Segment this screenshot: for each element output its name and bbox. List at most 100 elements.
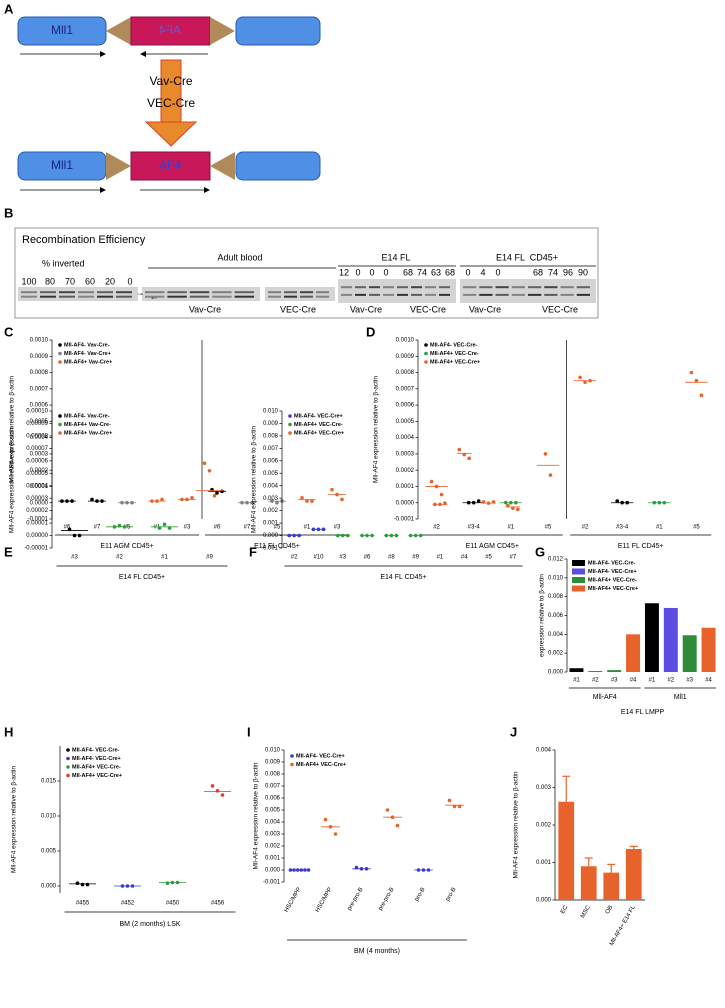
percent-label: 68 <box>445 267 455 277</box>
legend-swatch <box>572 568 585 575</box>
group-label: E11 FL CD45+ <box>618 543 664 550</box>
y-tick-label: 0.015 <box>41 779 57 785</box>
legend-marker <box>58 422 62 427</box>
x-tick-label: #1 <box>161 555 168 561</box>
data-point <box>583 380 587 385</box>
y-tick-label: -0.0001 <box>394 517 415 523</box>
x-tick-label: #3 <box>339 555 346 561</box>
x-tick-label: #9 <box>412 555 419 561</box>
data-point <box>699 393 704 398</box>
panel-label: A <box>4 1 14 16</box>
data-point <box>421 868 426 872</box>
y-axis-title: Mll-AF4 expression relative to β-actin <box>373 376 380 483</box>
y-tick-label: -0.0001 <box>28 517 49 523</box>
data-point <box>323 817 328 822</box>
gel-band <box>383 286 394 289</box>
legend-marker <box>58 414 62 418</box>
y-tick-label: 0.0006 <box>30 403 49 409</box>
x-tick-label: #5 <box>124 525 131 531</box>
gel-band <box>40 291 56 294</box>
y-tick-label: 0.00002 <box>26 508 48 514</box>
y-tick-label: 0.00007 <box>26 446 48 452</box>
data-point <box>130 884 135 888</box>
y-tick-label: 0.010 <box>548 575 564 581</box>
data-point <box>150 499 154 503</box>
panel-title: Recombination Efficiency <box>22 234 146 246</box>
data-point <box>416 868 421 872</box>
x-tick-label: #6 <box>214 525 221 531</box>
panel-label: I <box>247 724 251 739</box>
chart-panel: H Mll-AF4 expression relative to β-actin 0… <box>4 724 236 928</box>
x-tick-label: #2 <box>582 525 589 531</box>
gene-label: AF4 <box>159 158 181 172</box>
data-point <box>120 500 124 505</box>
y-tick-label: 0.007 <box>263 446 279 452</box>
y-tick-label: 0.008 <box>548 594 564 600</box>
x-tick-label: #3-4 <box>616 525 629 531</box>
y-tick-label: 0.005 <box>265 808 281 814</box>
gel-band <box>560 293 574 296</box>
data-point <box>548 473 553 477</box>
gel-band <box>355 286 366 289</box>
data-point <box>220 793 225 797</box>
x-tick-label: #8 <box>388 555 395 561</box>
data-point <box>120 884 125 888</box>
y-tick-label: 0.0004 <box>30 435 49 441</box>
x-tick-label: #4 <box>705 678 712 684</box>
recombinase: VEC-Cre <box>147 96 195 110</box>
y-tick-label: 0.0008 <box>30 370 49 376</box>
gel-band <box>369 293 380 296</box>
bar <box>682 635 697 672</box>
gel-band <box>425 293 436 296</box>
gel-band <box>341 286 352 289</box>
legend-swatch <box>572 585 585 592</box>
cre-arrowhead <box>144 121 198 147</box>
data-point <box>250 500 254 505</box>
y-tick-label: 0.0010 <box>30 338 49 344</box>
y-tick-label: 0.000 <box>265 868 281 874</box>
y-tick-label: -0.001 <box>263 880 281 886</box>
y-tick-label: 0.006 <box>263 458 279 464</box>
y-tick-label: 0.00008 <box>26 433 48 439</box>
data-point <box>287 533 291 538</box>
x-tick-label: #1 <box>154 525 161 531</box>
marker-arrow: → <box>136 287 145 297</box>
data-point <box>72 533 77 538</box>
x-axis-title: E14 FL LMPP <box>621 709 665 716</box>
x-tick-label: #4 <box>461 555 468 561</box>
y-tick-label: 0.004 <box>548 632 564 638</box>
data-point <box>447 798 452 803</box>
data-point <box>516 507 520 512</box>
group-label: E11 AGM CD45+ <box>100 543 153 550</box>
y-tick-label: 0.010 <box>265 748 281 754</box>
legend-label: Mll-AF4+ Vav-Cre+ <box>64 430 112 436</box>
y-tick-label: 0.012 <box>548 557 564 563</box>
y-tick-label: 0.0007 <box>396 386 415 392</box>
y-tick-label: 0.006 <box>548 613 564 619</box>
data-point <box>652 500 657 505</box>
y-axis-title: Mll-AF4 expression relative to β-actin <box>11 766 18 873</box>
y-tick-label: 0.00001 <box>26 521 48 527</box>
data-point <box>122 525 127 529</box>
gene-label: Mll1 <box>51 23 73 37</box>
data-point <box>360 533 364 538</box>
x-tick-label: #2 <box>667 678 674 684</box>
y-tick-label: 0.0008 <box>396 370 415 376</box>
legend-label: Mll-AF4+ VEC-Cre- <box>294 422 343 428</box>
data-point <box>364 867 369 871</box>
gel-band <box>59 295 75 298</box>
data-point <box>292 868 296 872</box>
data-point <box>80 882 85 887</box>
data-point <box>514 500 518 505</box>
percent-label: 0 <box>495 267 500 277</box>
mll1-box <box>235 16 321 46</box>
legend-label: Mll-AF4- VEC-Cre+ <box>296 753 345 759</box>
legend-label: Mll-AF4+ VEC-Cre- <box>588 577 637 583</box>
legend-marker <box>290 754 294 758</box>
gel-band <box>97 295 113 298</box>
x-tick-label: #3 <box>184 525 191 531</box>
data-point <box>321 527 326 532</box>
data-point <box>85 882 90 887</box>
x-tick-label: Mll-AF4+ E14 FL <box>609 904 637 947</box>
loxp <box>106 17 131 45</box>
